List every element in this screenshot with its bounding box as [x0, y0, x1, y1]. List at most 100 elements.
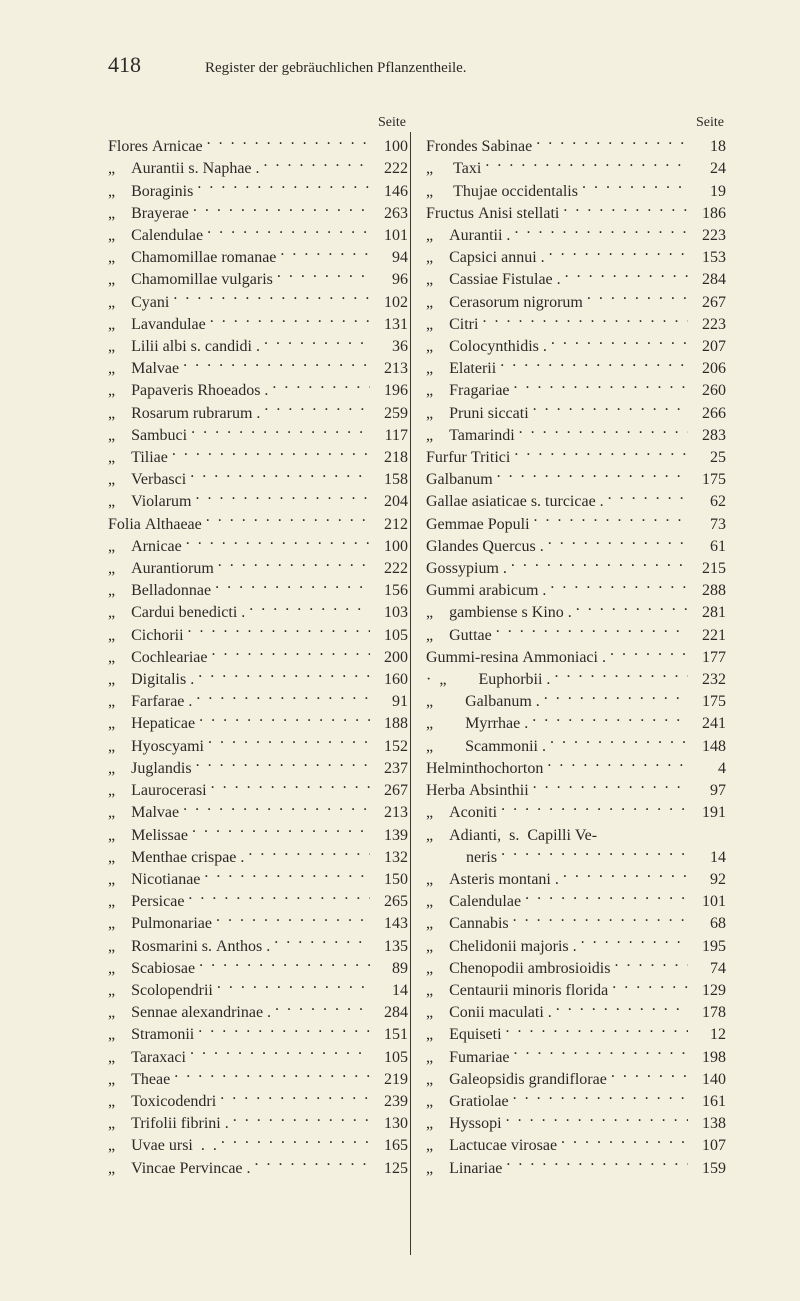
entry-page: 24	[692, 158, 726, 180]
entry-page: 263	[374, 203, 408, 225]
entry-text: „ Linariae	[426, 1158, 502, 1180]
entry-page: 221	[692, 625, 726, 647]
entry-page: 36	[374, 336, 408, 358]
index-entry: „ Linariae 159	[426, 1158, 726, 1180]
entry-page: 107	[692, 1135, 726, 1157]
right-column: Seite Frondes Sabinae18„ Taxi24„ Thujae …	[426, 112, 726, 1180]
entry-page: 219	[374, 1069, 408, 1091]
entry-page: 267	[692, 292, 726, 314]
entry-page: 239	[374, 1091, 408, 1113]
entry-page: 212	[374, 514, 408, 536]
entry-page: 105	[374, 625, 408, 647]
entry-page: 195	[692, 936, 726, 958]
entry-text: „ Cyani	[108, 292, 169, 314]
entry-page: 283	[692, 425, 726, 447]
entry-page: 281	[692, 602, 726, 624]
entry-page: 175	[692, 469, 726, 491]
entry-text: „ Calendulae	[108, 225, 203, 247]
entry-text: „ Scolopendrii	[108, 980, 213, 1002]
entry-text: „ Cichorii	[108, 625, 184, 647]
entry-page: 19	[692, 181, 726, 203]
entry-page: 218	[374, 447, 408, 469]
entry-page: 267	[374, 780, 408, 802]
entry-page: 284	[692, 269, 726, 291]
entry-text: „ Persicae	[108, 891, 184, 913]
entry-page: 191	[692, 802, 726, 824]
entry-page: 237	[374, 758, 408, 780]
entry-text: „ Capsici annui .	[426, 247, 545, 269]
entry-text: Flores Arnicae	[108, 136, 203, 158]
entry-text: „ Fumariae	[426, 1047, 510, 1069]
entry-page: 101	[692, 891, 726, 913]
entry-page: 62	[692, 491, 726, 513]
entry-page: 260	[692, 380, 726, 402]
entry-page: 213	[374, 358, 408, 380]
entry-text: Helminthochorton	[426, 758, 543, 780]
left-entries: Flores Arnicae100„ Aurantii s. Naphae .2…	[108, 136, 408, 1180]
entry-page: 102	[374, 292, 408, 314]
index-entry: „ Vincae Pervincae .125	[108, 1158, 408, 1180]
entry-text: „ Juglandis	[108, 758, 192, 780]
entry-text: „ Nicotianae	[108, 869, 200, 891]
entry-text: „ Brayerae	[108, 203, 189, 225]
entry-text: „ Boraginis	[108, 181, 193, 203]
entry-page: 74	[692, 958, 726, 980]
entry-text: „ Melissae	[108, 825, 188, 847]
entry-text: „ Belladonnae	[108, 580, 211, 602]
entry-page: 73	[692, 514, 726, 536]
entry-page: 223	[692, 225, 726, 247]
entry-text: „ Cassiae Fistulae .	[426, 269, 561, 291]
entry-text: „ Pruni siccati	[426, 403, 529, 425]
entry-page: 158	[374, 469, 408, 491]
entry-page: 215	[692, 558, 726, 580]
entry-page: 12	[692, 1024, 726, 1046]
entry-page: 89	[374, 958, 408, 980]
entry-text: „ Hyoscyami	[108, 736, 204, 758]
entry-page: 165	[374, 1135, 408, 1157]
entry-text: „ Pulmonariae	[108, 913, 212, 935]
entry-text: „ Malvae	[108, 358, 179, 380]
entry-text: „ Guttae	[426, 625, 492, 647]
entry-page: 91	[374, 691, 408, 713]
entry-text: „ Uvae ursi . .	[108, 1135, 217, 1157]
entry-page: 151	[374, 1024, 408, 1046]
entry-page: 206	[692, 358, 726, 380]
entry-page: 241	[692, 713, 726, 735]
entry-text: „ Digitalis .	[108, 669, 194, 691]
entry-page: 125	[374, 1158, 408, 1180]
entry-text: „ Galbanum .	[426, 691, 540, 713]
entry-text: „ Chenopodii ambrosioidis	[426, 958, 610, 980]
right-entries: Frondes Sabinae18„ Taxi24„ Thujae occide…	[426, 136, 726, 1180]
entry-page: 200	[374, 647, 408, 669]
entry-text: „ Calendulae	[426, 891, 521, 913]
entry-text: „ Hyssopi	[426, 1113, 502, 1135]
entry-text: „ Cannabis	[426, 913, 509, 935]
entry-page: 159	[692, 1158, 726, 1180]
columns-container: Seite Flores Arnicae100„ Aurantii s. Nap…	[108, 112, 728, 1180]
entry-page: 139	[374, 825, 408, 847]
entry-page: 101	[374, 225, 408, 247]
entry-page: 196	[374, 380, 408, 402]
entry-text: „ Aurantii .	[426, 225, 510, 247]
entry-page: 138	[692, 1113, 726, 1135]
entry-page: 186	[692, 203, 726, 225]
entry-text: „ Taxi	[426, 158, 481, 180]
entry-text: „ Thujae occidentalis	[426, 181, 578, 203]
entry-text: „ Malvae	[108, 802, 179, 824]
entry-page: 156	[374, 580, 408, 602]
entry-page: 140	[692, 1069, 726, 1091]
entry-text: „ Aurantiorum	[108, 558, 214, 580]
entry-page: 153	[692, 247, 726, 269]
entry-page: 14	[374, 980, 408, 1002]
entry-page: 152	[374, 736, 408, 758]
entry-page: 143	[374, 913, 408, 935]
entry-text: „ Tiliae	[108, 447, 168, 469]
entry-text: „ Tamarindi	[426, 425, 515, 447]
entry-text: Gummi arabicum .	[426, 580, 546, 602]
entry-page: 266	[692, 403, 726, 425]
entry-page: 178	[692, 1002, 726, 1024]
entry-text: „ Chelidonii majoris .	[426, 936, 577, 958]
index-entry: „ Aconiti191	[426, 802, 726, 824]
entry-text: neris	[426, 847, 497, 869]
entry-text: „ Scabiosae	[108, 958, 195, 980]
